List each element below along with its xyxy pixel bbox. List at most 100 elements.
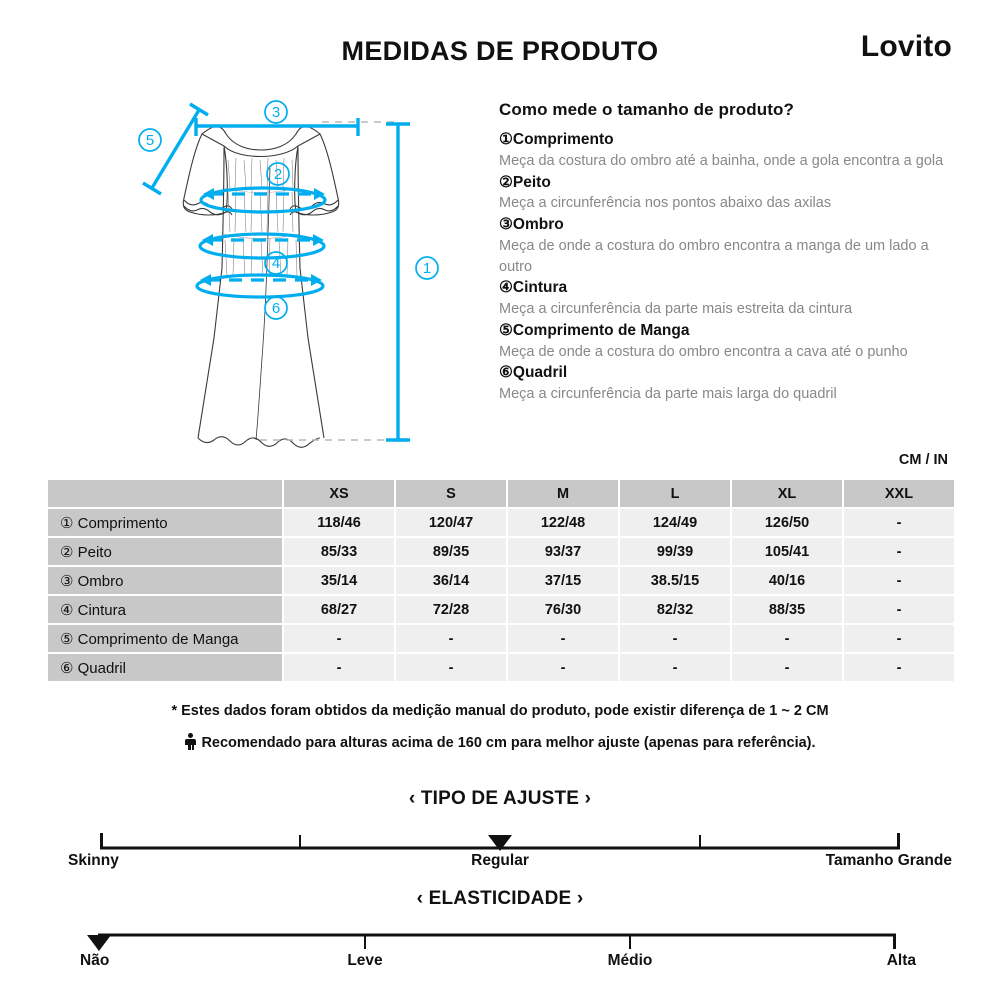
cell: -: [844, 538, 954, 565]
footnotes: * Estes dados foram obtidos da medição m…: [0, 703, 1000, 766]
howto-desc: Meça de onde a costura do ombro encontra…: [499, 343, 908, 360]
svg-text:2: 2: [274, 166, 282, 183]
stretch-scale-heading: ‹ ELASTICIDADE ›: [416, 888, 584, 909]
howto-item-cintura: ④Cintura Meça a circunferência da parte …: [499, 278, 951, 320]
table-row: ⑤ Comprimento de Manga - - - - - -: [48, 625, 954, 652]
fit-type-scale: ‹ TIPO DE AJUSTE › Skinny Regular Tamanh…: [0, 788, 1000, 874]
howto-item-comprimento-de-manga: ⑤Comprimento de Manga Meça de onde a cos…: [499, 321, 951, 363]
cell: 76/30: [508, 596, 618, 623]
fit-scale-track[interactable]: [0, 819, 1000, 851]
fit-label-regular: Regular: [471, 852, 529, 869]
garment-measurement-diagram: 3 5 2 4 6 1: [110, 88, 470, 463]
cell: -: [844, 567, 954, 594]
row-label-ombro: ③ Ombro: [48, 567, 282, 594]
howto-desc: Meça da costura do ombro até a bainha, o…: [499, 152, 944, 169]
stretch-scale-track[interactable]: [0, 919, 1000, 951]
cell: 126/50: [732, 509, 842, 536]
measurement-annotations: [142, 102, 410, 442]
cell: -: [844, 509, 954, 536]
cell: -: [844, 625, 954, 652]
howto-term: ③Ombro: [499, 216, 564, 233]
cell: 124/49: [620, 509, 730, 536]
stretch-scale-labels: Não Leve Médio Alta: [0, 952, 1000, 974]
marker-badge-3: 3: [264, 100, 288, 124]
column-header-l: L: [620, 480, 730, 507]
howto-term: ⑤Comprimento de Manga: [499, 321, 690, 339]
cell: -: [844, 596, 954, 623]
stretch-selected-marker: [87, 935, 111, 951]
row-label-comprimento-de-manga: ⑤ Comprimento de Manga: [48, 625, 282, 652]
howto-item-ombro: ③Ombro Meça de onde a costura do ombro e…: [499, 215, 951, 277]
cell: -: [508, 654, 618, 681]
cell: -: [844, 654, 954, 681]
waist-measure-4: [198, 232, 326, 260]
svg-text:4: 4: [272, 255, 280, 272]
cell: 37/15: [508, 567, 618, 594]
cell: -: [620, 625, 730, 652]
stretch-label-alta: Alta: [886, 952, 916, 969]
fit-selected-marker: [488, 835, 512, 851]
column-header-m: M: [508, 480, 618, 507]
marker-badge-5: 5: [138, 128, 162, 152]
howto-desc: Meça a circunferência da parte mais larg…: [499, 386, 837, 402]
bust-measure-2: [199, 186, 327, 214]
svg-text:1: 1: [423, 260, 431, 277]
size-chart-table: XS S M L XL XXL ① Comprimento 118/46 120…: [46, 478, 956, 683]
cell: 38.5/15: [620, 567, 730, 594]
table-row: ⑥ Quadril - - - - - -: [48, 654, 954, 681]
person-icon: [184, 733, 197, 751]
elasticity-scale: ‹ ELASTICIDADE › Não Leve Médio Alta: [0, 888, 1000, 974]
row-label-peito: ② Peito: [48, 538, 282, 565]
cell: 88/35: [732, 596, 842, 623]
howto-item-peito: ②Peito Meça a circunferência nos pontos …: [499, 173, 951, 215]
row-label-cintura: ④ Cintura: [48, 596, 282, 623]
cell: -: [396, 625, 506, 652]
sleeve-line-5: [150, 109, 201, 189]
fit-scale-labels: Skinny Regular Tamanho Grande: [0, 852, 1000, 874]
page-title: MEDIDAS DE PRODUTO: [341, 36, 659, 66]
footnote-height-note-row: Recomendado para alturas acima de 160 cm…: [0, 733, 1000, 752]
table-header-row: XS S M L XL XXL: [48, 480, 954, 507]
row-label-quadril: ⑥ Quadril: [48, 654, 282, 681]
table-row: ④ Cintura 68/27 72/28 76/30 82/32 88/35 …: [48, 596, 954, 623]
cell: -: [284, 654, 394, 681]
svg-text:6: 6: [272, 300, 280, 317]
table-corner-cell: [48, 480, 282, 507]
cell: 122/48: [508, 509, 618, 536]
brand-logo: Lovito: [860, 30, 952, 63]
howto-desc: Meça a circunferência nos pontos abaixo …: [499, 195, 832, 212]
column-header-xs: XS: [284, 480, 394, 507]
cell: -: [284, 625, 394, 652]
stretch-label-leve: Leve: [347, 952, 383, 969]
marker-badge-6: 6: [264, 296, 288, 320]
column-header-xxl: XXL: [844, 480, 954, 507]
fit-label-skinny: Skinny: [68, 852, 119, 869]
cell: -: [396, 654, 506, 681]
diagram-helper-lines: [260, 121, 398, 441]
marker-badge-2: 2: [266, 162, 290, 186]
howto-title: Como mede o tamanho de produto?: [499, 100, 794, 119]
table-row: ② Peito 85/33 89/35 93/37 99/39 105/41 -: [48, 538, 954, 565]
cell: 35/14: [284, 567, 394, 594]
footnote-measurement-note: * Estes dados foram obtidos da medição m…: [171, 703, 829, 719]
table-row: ① Comprimento 118/46 120/47 122/48 124/4…: [48, 509, 954, 536]
cell: 85/33: [284, 538, 394, 565]
howto-item-comprimento: ①Comprimento Meça da costura do ombro at…: [499, 130, 951, 172]
fit-scale-heading: ‹ TIPO DE AJUSTE ›: [408, 788, 592, 809]
howto-item-quadril: ⑥Quadril Meça a circunferência da parte …: [499, 363, 951, 405]
svg-text:3: 3: [272, 104, 280, 121]
cell: 105/41: [732, 538, 842, 565]
column-header-s: S: [396, 480, 506, 507]
cell: 120/47: [396, 509, 506, 536]
row-label-comprimento: ① Comprimento: [48, 509, 282, 536]
cell: 93/37: [508, 538, 618, 565]
stretch-label-nao: Não: [80, 952, 110, 969]
cell: 99/39: [620, 538, 730, 565]
cell: -: [620, 654, 730, 681]
cell: 72/28: [396, 596, 506, 623]
footnote-height-note: Recomendado para alturas acima de 160 cm…: [201, 735, 816, 752]
marker-badge-1: 1: [415, 256, 439, 280]
units-label: CM / IN: [898, 452, 948, 468]
diagram-marker-badges: 3 5 2 4 6 1: [138, 100, 439, 320]
column-header-xl: XL: [732, 480, 842, 507]
